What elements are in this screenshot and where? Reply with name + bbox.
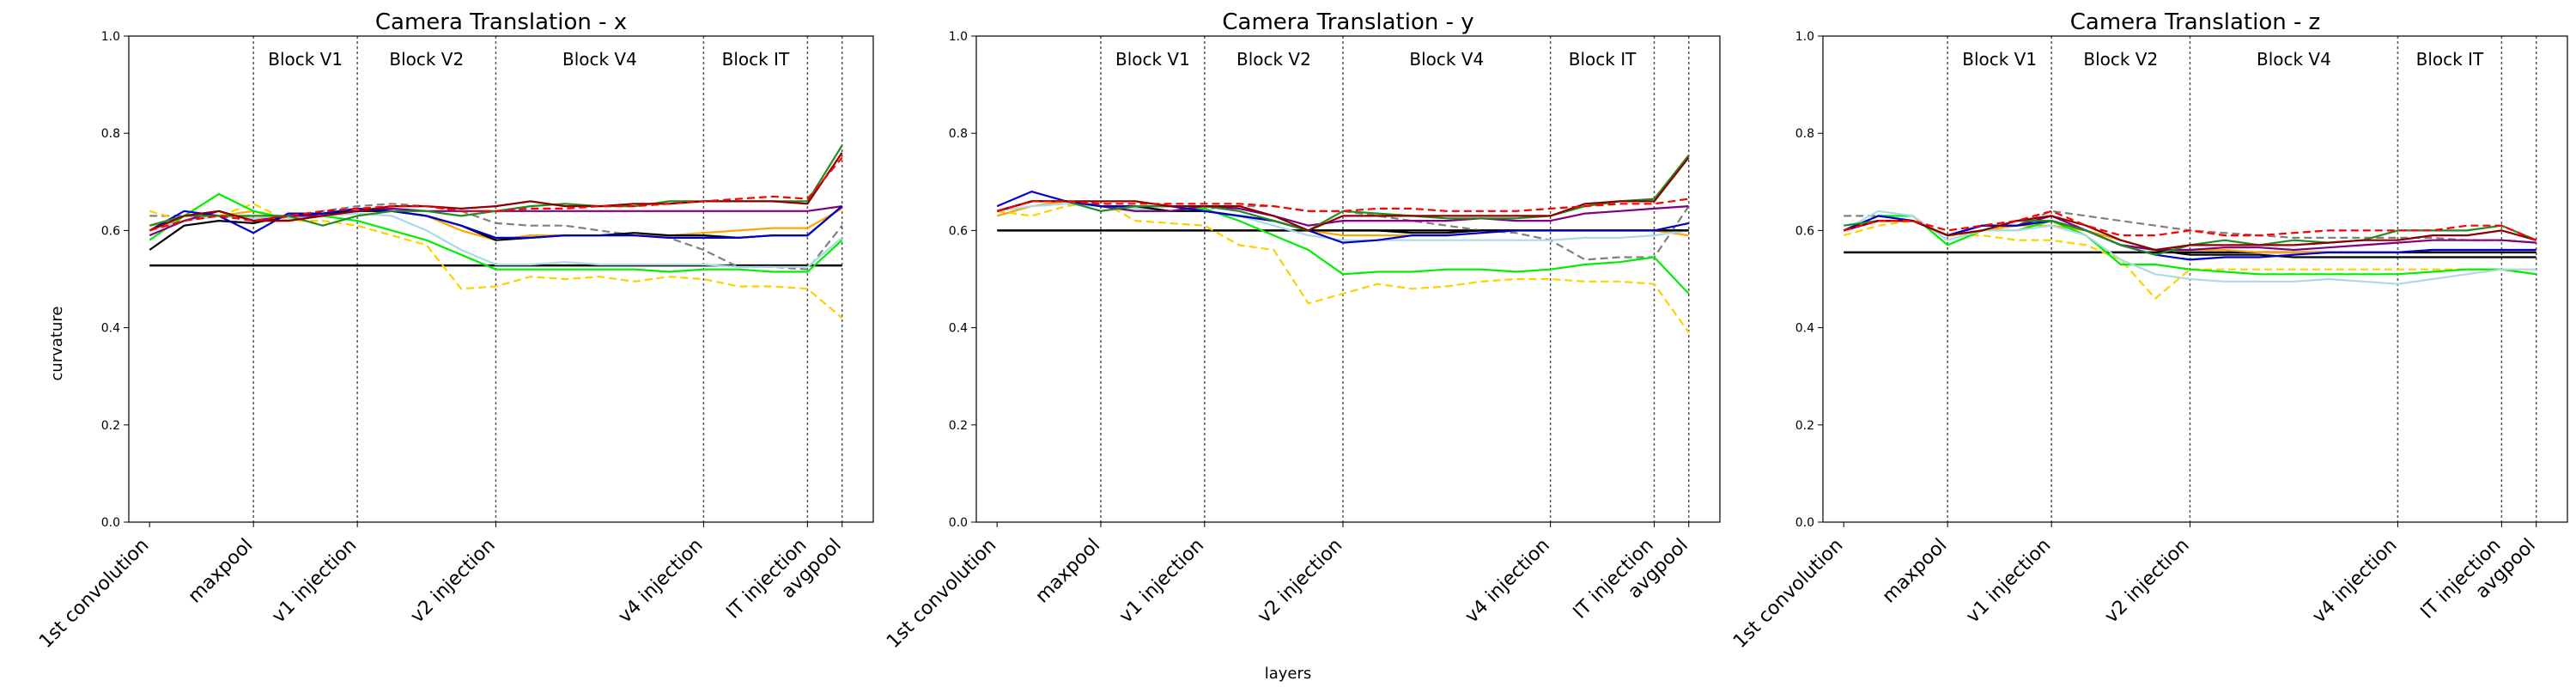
x-tick-label: v1 injection [1962, 535, 2055, 628]
y-tick-label: 0.8 [101, 127, 120, 141]
y-tick-label: 0.6 [949, 224, 968, 238]
block-label: Block V2 [2083, 49, 2158, 70]
y-tick-label: 0.0 [949, 516, 968, 530]
y-tick-label: 0.8 [1795, 127, 1814, 141]
y-tick-label: 0.2 [949, 419, 968, 433]
x-tick-label: maxpool [185, 535, 258, 608]
y-tick-label: 1.0 [949, 30, 968, 44]
y-tick-label: 1.0 [101, 30, 120, 44]
chart-panel-1: Camera Translation - x 0.0 0.2 0.4 0.6 0.8 1.0… [35, 9, 874, 653]
x-tick-label: v4 injection [2308, 535, 2401, 628]
series-line-10 [1843, 215, 2537, 252]
y-tick-label: 0.2 [101, 419, 120, 433]
block-label: Block V2 [1236, 49, 1311, 70]
x-tick-label: maxpool [1031, 535, 1104, 608]
series-line-4 [149, 192, 843, 273]
series-line-8 [1843, 215, 2537, 261]
x-tick-label: v2 injection [1254, 535, 1346, 628]
block-label: Block V1 [268, 49, 343, 70]
block-label: Block V1 [1115, 49, 1190, 70]
y-tick-label: 0.4 [101, 322, 120, 336]
y-tick-label: 0.2 [1795, 419, 1814, 433]
x-tick-label: v2 injection [407, 535, 500, 628]
block-label: Block IT [2416, 49, 2484, 70]
y-tick-label: 0.6 [101, 224, 120, 238]
x-tick-label: v1 injection [268, 535, 361, 628]
x-tick-label: 1st convolution [883, 535, 1000, 653]
block-label: Block V2 [389, 49, 464, 70]
series-line-4 [1843, 215, 2537, 276]
series-line-1 [996, 200, 1690, 261]
series-line-8 [996, 191, 1689, 244]
block-label: Block IT [1569, 49, 1637, 70]
x-tick-label: maxpool [1879, 535, 1952, 608]
series-line-5 [1843, 210, 2537, 285]
series-line-3 [1843, 220, 2537, 300]
x-tick-label: v4 injection [1461, 535, 1554, 628]
x-tick-label: v2 injection [2101, 535, 2194, 628]
x-tick-label: 1st convolution [1729, 535, 1847, 653]
chart-panel-2: Camera Translation - y 0.0 0.2 0.4 0.6 0.8 1.0… [883, 9, 1721, 653]
block-label: Block V4 [562, 49, 637, 70]
x-tick-label: v1 injection [1115, 535, 1208, 628]
block-label: Block V4 [1409, 49, 1484, 70]
series-line-8 [149, 205, 843, 239]
block-label: Block IT [722, 49, 790, 70]
y-axis-label: curvature [48, 307, 66, 381]
series-line-9 [996, 155, 1690, 232]
y-tick-label: 0.4 [949, 322, 968, 336]
x-tick-label: 1st convolution [35, 535, 153, 653]
plot-frame [128, 35, 874, 523]
chart-title: Camera Translation - z [2070, 9, 2321, 35]
series-line-10 [149, 152, 843, 232]
series-line-3 [149, 203, 843, 319]
chart-panel-3: Camera Translation - z 0.0 0.2 0.4 0.6 0.8 1.0… [1729, 9, 2568, 653]
series-line-10 [996, 156, 1690, 232]
x-tick-label: v4 injection [614, 535, 707, 628]
y-tick-label: 1.0 [1795, 30, 1814, 44]
series-line-3 [997, 200, 1690, 333]
block-label: Block V4 [2257, 49, 2331, 70]
block-label: Block V1 [1962, 49, 2037, 70]
series-line-7 [996, 200, 1689, 227]
series-line-11 [1843, 210, 2537, 241]
y-tick-label: 0.4 [1795, 322, 1814, 336]
y-tick-label: 0.6 [1795, 224, 1814, 238]
chart-title: Camera Translation - x [375, 9, 627, 35]
y-tick-label: 0.8 [949, 127, 968, 141]
plot-frame [975, 35, 1721, 523]
y-tick-label: 0.0 [1795, 516, 1814, 530]
chart-title: Camera Translation - y [1222, 9, 1473, 35]
series-line-11 [996, 198, 1689, 212]
x-axis-label: layers [1265, 665, 1312, 683]
plot-frame [1822, 35, 2568, 523]
y-tick-label: 0.0 [101, 516, 120, 530]
series-line-11 [149, 156, 843, 232]
